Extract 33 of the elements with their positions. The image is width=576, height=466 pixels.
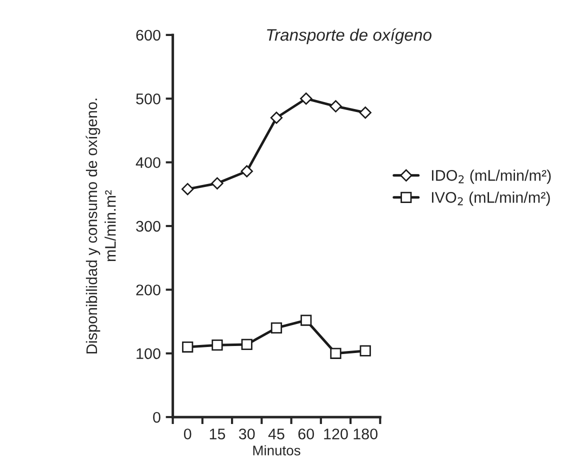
point [300,314,312,326]
chart-title: Transporte de oxígeno [267,28,432,44]
point [212,340,223,351]
point [182,182,194,196]
y-axis-title: Disponibilidad y consumo de oxígeno. mL/min.m² [86,98,116,354]
x-tick-label: 180 [354,428,378,440]
y-tick-label: 500 [136,94,160,104]
y-tick-label: 100 [136,348,160,360]
legend-label: IDO$_{2}$ (mL/min/m²) [432,170,551,184]
point [182,341,194,353]
point [270,322,282,334]
point [270,112,283,124]
y-tick-label: 200 [136,284,160,296]
x-tick-label: 120 [324,428,348,440]
y-tick-label: 300 [136,220,160,232]
y-tick-label: 400 [136,157,160,168]
point [360,345,371,356]
x-tick-label: 45 [268,428,284,440]
x-axis-title: Minutos [253,445,300,456]
y-tick-label: 600 [136,30,160,41]
y-tick-label: 0 [153,412,160,423]
x-tick-label: 30 [238,428,255,440]
x-tick-label: 60 [298,428,314,440]
x-tick-label: 0 [184,428,192,440]
point [240,165,253,178]
point [359,106,372,119]
point [330,348,342,359]
x-tick-label: 15 [210,428,226,440]
legend-label: IVO$_{2}$ (mL/min/m²) [432,192,550,206]
point [241,338,252,350]
point [330,100,342,112]
point [300,92,312,105]
point [211,177,224,190]
